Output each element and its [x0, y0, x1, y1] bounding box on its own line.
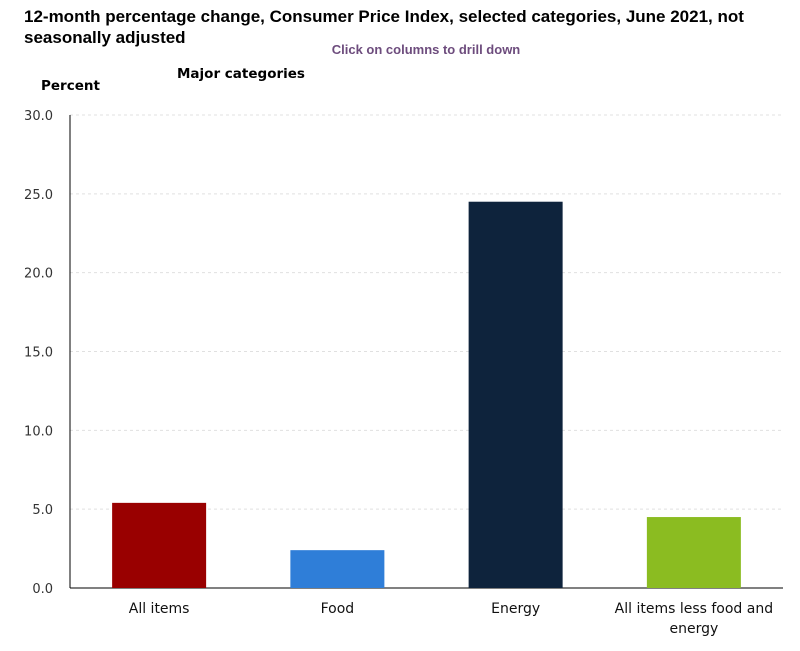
y-tick-label: 0.0	[32, 582, 53, 597]
y-tick-label: 20.0	[24, 267, 53, 282]
y-tick-label: 10.0	[24, 424, 53, 439]
chart-subtitle: Major categories	[177, 66, 305, 82]
chart-title: 12-month percentage change, Consumer Pri…	[24, 7, 744, 47]
x-tick-label: All items less food and energy	[615, 601, 773, 637]
y-axis: 0.0 5.0 10.0 15.0 20.0 25.0 30.0	[24, 109, 783, 597]
y-tick-label: 30.0	[24, 109, 53, 124]
y-axis-label: Percent	[41, 78, 100, 94]
x-tick-label: All items	[129, 601, 190, 617]
bars	[112, 201, 741, 588]
y-tick-label: 25.0	[24, 188, 53, 203]
category-labels: All items Food Energy All items less food a…	[129, 601, 773, 637]
x-tick-label: Food	[321, 601, 355, 617]
y-tick-label: 15.0	[24, 346, 53, 361]
gridlines	[70, 114, 783, 510]
x-tick-label: Energy	[491, 601, 540, 617]
bar-energy[interactable]	[468, 201, 563, 588]
drill-down-hint: Click on columns to drill down	[331, 42, 521, 57]
bar-all-items[interactable]	[112, 502, 207, 588]
bar-all-items-less-food-and-energy[interactable]	[646, 517, 741, 588]
y-tick-label: 5.0	[32, 503, 53, 518]
bar-food[interactable]	[290, 550, 385, 588]
